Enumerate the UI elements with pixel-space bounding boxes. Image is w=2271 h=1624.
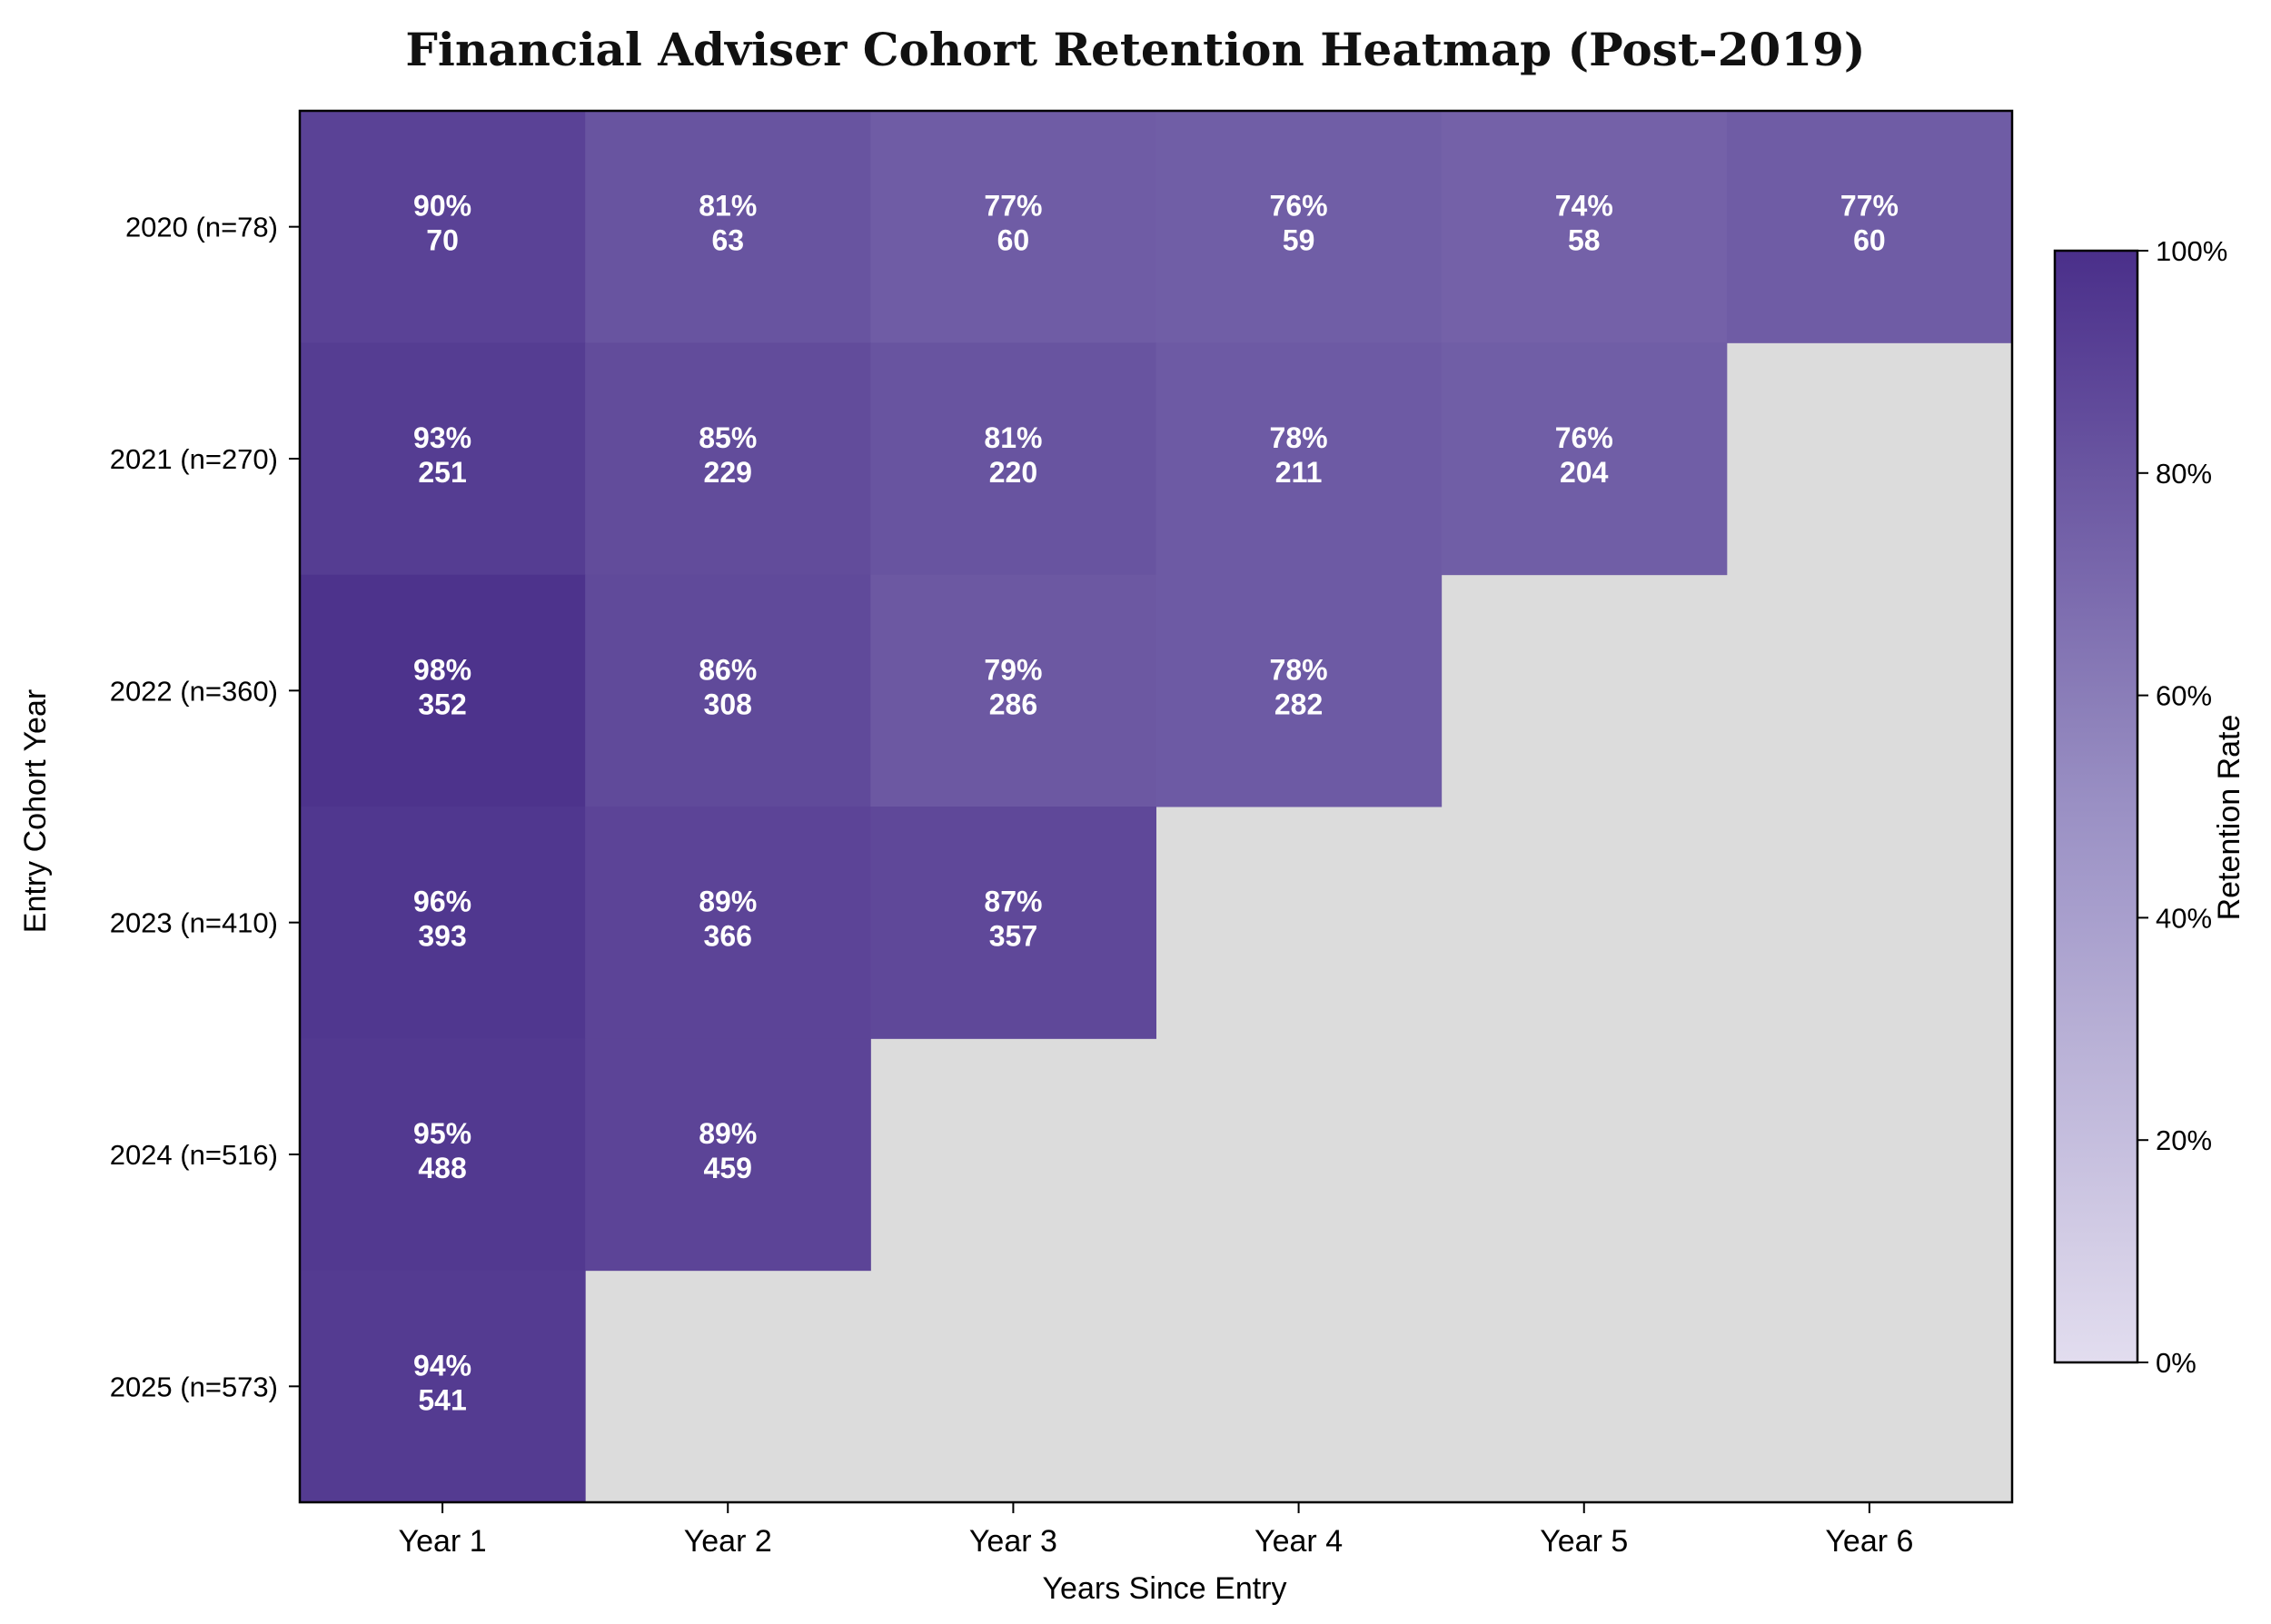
heatmap-cell-labels: 90%7081%6377%6076%5974%5877%6093%25185%2…	[413, 190, 1899, 1417]
cell-count-label: 488	[418, 1152, 466, 1184]
x-tick-label: Year 1	[399, 1524, 487, 1559]
heatmap-cell	[300, 574, 586, 807]
cell-percent-label: 94%	[413, 1349, 471, 1381]
heatmap-cell	[300, 342, 586, 576]
heatmap-axes: Year 1 Year 2 Year 3 Year 4 Year 5 Year 6 2020…	[110, 109, 2014, 1559]
heatmap-cell	[300, 111, 586, 343]
heatmap-cell	[870, 807, 1156, 1039]
cell-count-label: 357	[989, 920, 1037, 953]
cell-count-label: 352	[418, 688, 466, 720]
colorbar-tick-label: 0%	[2156, 1347, 2197, 1379]
y-tick-label: 2025 (n=573)	[110, 1371, 278, 1402]
plot-frame	[298, 109, 2014, 1504]
cell-count-label: 459	[704, 1152, 752, 1184]
cell-count-label: 60	[997, 224, 1030, 257]
y-axis-label: Entry Cohort Year	[18, 689, 53, 933]
colorbar: 0% 20% 40% 60% 80% 100%	[2053, 235, 2227, 1379]
colorbar-gradient	[2053, 249, 2139, 1364]
heatmap-cell	[585, 342, 871, 576]
y-tick-label: 2024 (n=516)	[110, 1139, 278, 1171]
cell-percent-label: 96%	[413, 886, 471, 918]
cell-percent-label: 81%	[699, 190, 757, 223]
cell-percent-label: 86%	[699, 653, 757, 686]
y-tick-label: 2022 (n=360)	[110, 675, 278, 707]
heatmap-cell	[300, 1038, 586, 1272]
cell-percent-label: 87%	[984, 886, 1042, 918]
cell-count-label: 58	[1568, 224, 1601, 257]
cell-percent-label: 98%	[413, 653, 471, 686]
y-tick-label: 2020 (n=78)	[125, 212, 278, 243]
cell-count-label: 541	[418, 1383, 466, 1416]
heatmap-cell	[585, 1038, 871, 1272]
y-tick-label: 2023 (n=410)	[110, 907, 278, 939]
cell-count-label: 251	[418, 456, 466, 489]
colorbar-tick-label: 80%	[2156, 458, 2212, 490]
colorbar-label: Retention Rate	[2212, 715, 2246, 921]
cell-percent-label: 81%	[984, 421, 1042, 454]
cell-percent-label: 93%	[413, 421, 471, 454]
cell-count-label: 229	[704, 456, 752, 489]
heatmap-cell	[1155, 111, 1443, 343]
heatmap-cell	[585, 807, 871, 1039]
cell-percent-label: 89%	[699, 1117, 757, 1150]
cell-count-label: 70	[426, 224, 459, 257]
heatmap-cell	[1155, 342, 1443, 576]
cell-count-label: 60	[1853, 224, 1886, 257]
x-axis-label: Years Since Entry	[1043, 1571, 1287, 1606]
colorbar-tick-label: 100%	[2156, 235, 2227, 267]
heatmap-cell	[585, 574, 871, 807]
cell-percent-label: 76%	[1270, 190, 1328, 223]
cell-count-label: 286	[989, 688, 1037, 720]
cell-count-label: 204	[1560, 456, 1609, 489]
heatmap-cell	[870, 574, 1156, 807]
cell-percent-label: 85%	[699, 421, 757, 454]
cell-percent-label: 90%	[413, 190, 471, 223]
cell-count-label: 59	[1283, 224, 1315, 257]
x-tick-label: Year 4	[1255, 1524, 1343, 1559]
cell-percent-label: 89%	[699, 886, 757, 918]
heatmap-cell	[1155, 574, 1443, 807]
cell-percent-label: 78%	[1270, 421, 1328, 454]
cell-count-label: 282	[1274, 688, 1323, 720]
colorbar-tick-label: 20%	[2156, 1124, 2212, 1156]
x-tick-label: Year 2	[684, 1524, 772, 1559]
cell-count-label: 220	[989, 456, 1037, 489]
cell-percent-label: 76%	[1555, 421, 1613, 454]
x-tick-label: Year 3	[969, 1524, 1057, 1559]
heatmap-cells	[300, 111, 2013, 1503]
heatmap-cell	[870, 342, 1156, 576]
cell-percent-label: 95%	[413, 1117, 471, 1150]
cell-percent-label: 79%	[984, 653, 1042, 686]
cell-count-label: 366	[704, 920, 752, 953]
heatmap-cell	[585, 111, 871, 343]
cell-count-label: 308	[704, 688, 752, 720]
cell-count-label: 393	[418, 920, 466, 953]
cell-percent-label: 74%	[1555, 190, 1613, 223]
heatmap-cell	[300, 807, 586, 1039]
chart-title: Financial Adviser Cohort Retention Heatm…	[405, 23, 1865, 76]
heatmap-cell	[1726, 111, 2013, 343]
heatmap-cell	[870, 111, 1156, 343]
cell-percent-label: 77%	[984, 190, 1042, 223]
colorbar-tick-label: 60%	[2156, 680, 2212, 712]
x-tick-label: Year 5	[1540, 1524, 1628, 1559]
heatmap-cell	[1441, 111, 1728, 343]
heatmap-cell	[1441, 342, 1728, 576]
colorbar-tick-label: 40%	[2156, 902, 2212, 934]
cell-percent-label: 77%	[1840, 190, 1899, 223]
cell-count-label: 63	[711, 224, 744, 257]
cell-percent-label: 78%	[1270, 653, 1328, 686]
cell-count-label: 211	[1275, 456, 1323, 489]
x-tick-label: Year 6	[1825, 1524, 1913, 1559]
y-tick-label: 2021 (n=270)	[110, 443, 278, 475]
heatmap-cell	[300, 1270, 586, 1503]
